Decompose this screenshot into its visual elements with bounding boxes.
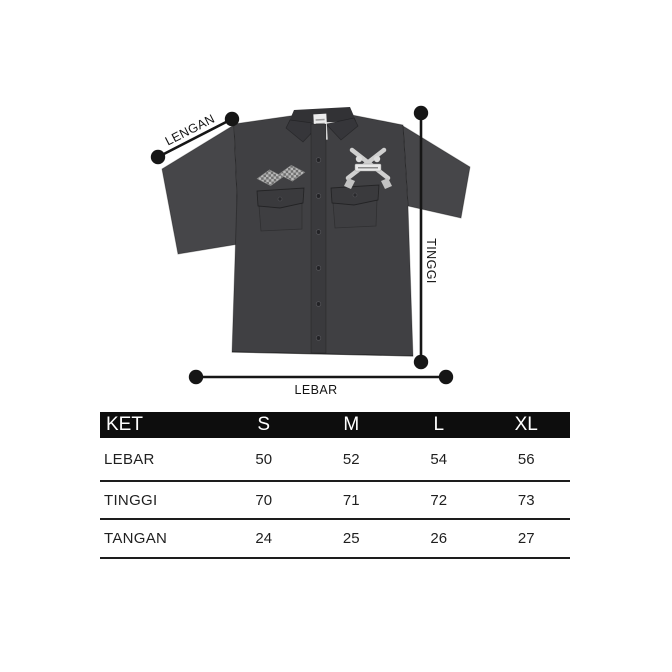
cell: 56 xyxy=(517,450,535,468)
cell: 73 xyxy=(517,491,535,509)
height-measure-line xyxy=(413,105,429,370)
height-measure-label: TINGGI xyxy=(424,238,438,284)
collar-right-leaf xyxy=(325,117,359,141)
size-table-header-row: KET S M L XL xyxy=(100,412,570,438)
width-measure-line xyxy=(188,369,454,385)
right-sleeve xyxy=(402,125,471,219)
table-row-tangan: TANGAN 24 25 26 27 xyxy=(100,520,570,559)
row-label: TANGAN xyxy=(104,530,168,547)
row-label: LEBAR xyxy=(104,450,155,468)
shirt-buttons xyxy=(315,157,322,341)
cell: 24 xyxy=(255,530,273,547)
sleeve-measure-line xyxy=(150,111,240,165)
cell: 72 xyxy=(430,491,448,509)
button-placket xyxy=(310,123,327,354)
header-s: S xyxy=(257,414,271,435)
cell: 26 xyxy=(430,530,448,547)
checkered-flags-patch xyxy=(256,164,306,187)
crossed-pistols-graphic xyxy=(344,147,392,189)
left-sleeve xyxy=(161,124,240,255)
cell: 27 xyxy=(517,530,535,547)
cell: 52 xyxy=(342,450,360,468)
hem-shadow xyxy=(231,351,414,357)
header-l: L xyxy=(433,414,445,435)
header-ket: KET xyxy=(106,414,143,435)
size-table: KET S M L XL LEBAR 50 52 54 56 TINGGI 70… xyxy=(100,412,570,559)
cell: 70 xyxy=(255,491,273,509)
work-shirt-graphic xyxy=(161,107,471,357)
table-row-lebar: LEBAR 50 52 54 56 xyxy=(100,438,570,482)
row-label: TINGGI xyxy=(104,491,158,509)
header-m: M xyxy=(343,414,360,435)
right-chest-pocket xyxy=(330,184,380,229)
left-chest-pocket xyxy=(256,187,305,232)
cell: 25 xyxy=(342,530,360,547)
header-xl: XL xyxy=(514,414,538,435)
table-row-tinggi: TINGGI 70 71 72 73 xyxy=(100,482,570,520)
cell: 71 xyxy=(342,491,360,509)
cell: 54 xyxy=(430,450,448,468)
cell: 50 xyxy=(255,450,273,468)
width-measure-label: LEBAR xyxy=(294,383,338,397)
